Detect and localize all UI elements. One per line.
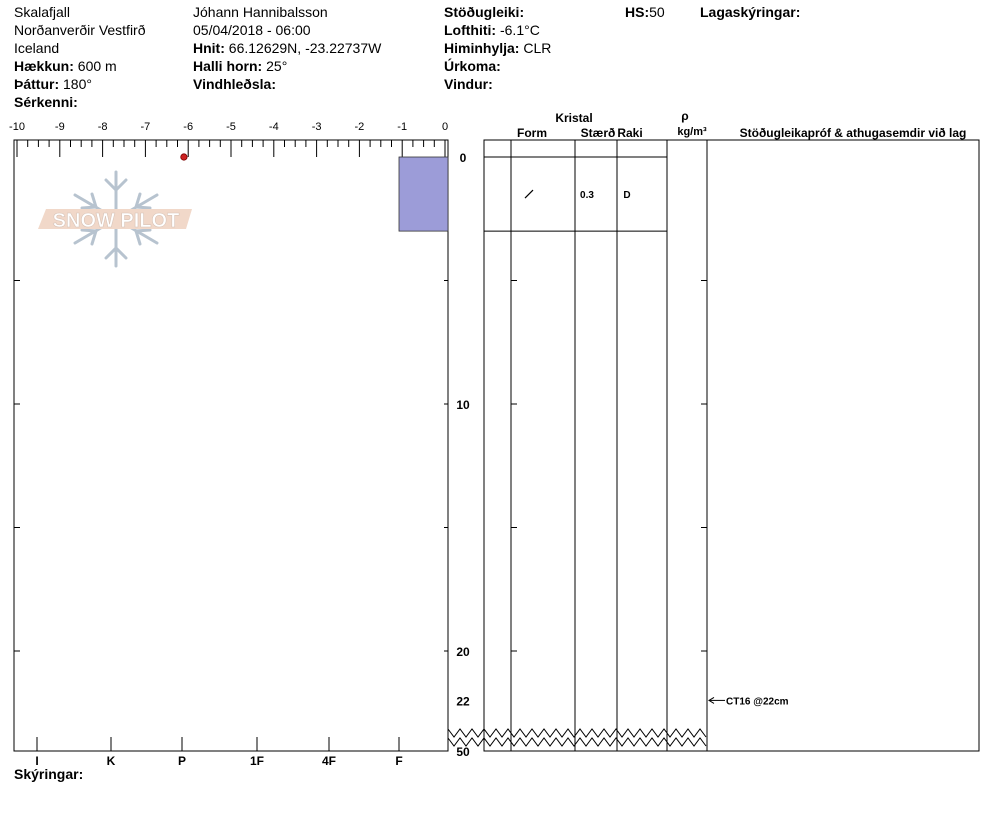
elevation-label: Hækkun:: [14, 58, 74, 74]
temperature-tick-label: -4: [269, 121, 279, 133]
logo-banner: [38, 209, 192, 229]
observation-datetime: 05/04/2018 - 06:00: [193, 22, 311, 38]
table-depth-ticks: [14, 280, 707, 652]
airtemp-label: Lofthiti:: [444, 22, 497, 38]
depth-break-zigzag: [447, 728, 707, 738]
hardness-layers: [398, 156, 449, 232]
elevation: Hækkun: 600 m: [14, 57, 117, 75]
temperature-tick-label: 0: [442, 121, 448, 133]
depth-tick-label: 0: [460, 151, 467, 165]
coordinates: Hnit: 66.12629N, -23.22737W: [193, 39, 381, 57]
col-moisture-header: Raki: [617, 126, 642, 140]
temperature-profile: [180, 153, 188, 161]
precip-label: Úrkoma:: [444, 58, 501, 74]
depth-tick-label: 20: [456, 645, 470, 659]
table-frame: [483, 139, 980, 752]
aspect: Þáttur: 180°: [14, 75, 92, 93]
aspect-value: 180°: [63, 76, 92, 92]
footer-notes-label: Skýringar:: [14, 766, 84, 782]
location-name: Skalafjall: [14, 4, 71, 20]
wind-label: Vindur:: [444, 76, 493, 92]
layer-size: 0.3: [580, 190, 594, 201]
slope-value: 25°: [266, 58, 288, 74]
hardness-tick-label: 1F: [250, 754, 264, 768]
temperature-tick-label: -7: [141, 121, 151, 133]
country-name: Iceland: [14, 40, 60, 56]
air-temperature: Lofthiti: -6.1°C: [444, 21, 540, 39]
depth-axis: 0 10 20 22 50: [456, 151, 470, 759]
form-symbol-icon: [524, 189, 534, 199]
layer-table: Kristal Form Stærð Raki ρ kg/m³ Stöðugle…: [483, 109, 980, 752]
snow-height: HS:50: [625, 3, 665, 21]
temperature-tick-label: -3: [312, 121, 322, 133]
sky-value: CLR: [523, 40, 552, 56]
test-arrow-icon: [708, 696, 715, 704]
temperature-point: [180, 153, 188, 161]
temperature-tick-label: -2: [355, 121, 365, 133]
stability-test-markers: CT16 @22cm: [708, 696, 789, 707]
airtemp-value: -6.1°C: [499, 22, 540, 38]
hardness-layer-bar: [398, 156, 449, 232]
depth-tick-label: 22: [456, 694, 470, 708]
logo-text: SNOW PILOT: [53, 210, 180, 232]
temperature-tick-label: -1: [397, 121, 407, 133]
hardness-tick-label: F: [395, 754, 402, 768]
depth-break-zigzag: [447, 737, 707, 747]
col-size-header: Stærð: [581, 126, 616, 140]
hardness-tick-label: P: [178, 754, 186, 768]
features-label: Sérkenni:: [14, 94, 78, 110]
sky-label: Himinhylja:: [444, 40, 520, 56]
hs-value: 50: [649, 4, 665, 20]
observer-name: Jóhann Hannibalsson: [193, 4, 328, 20]
slope-label: Halli horn:: [193, 58, 263, 74]
col-tests-header: Stöðugleikapróf & athugasemdir við lag: [740, 126, 967, 140]
region-name: Norðanverðir Vestfirð: [14, 22, 146, 38]
slope-angle: Halli horn: 25°: [193, 57, 287, 75]
temperature-tick-label: -8: [98, 121, 108, 133]
hardness-tick-label: I: [35, 754, 38, 768]
hardness-tick-label: K: [107, 754, 116, 768]
hs-label: HS:: [625, 4, 650, 20]
windload-label: Vindhleðsla:: [193, 76, 276, 92]
depth-tick-label: 10: [456, 398, 470, 412]
col-crystal-header: Kristal: [555, 111, 592, 125]
test-label: CT16 @22cm: [726, 696, 789, 707]
temperature-tick-label: -6: [183, 121, 193, 133]
logo: SNOW PILOT: [38, 170, 192, 268]
layer-moisture: D: [623, 190, 630, 201]
hardness-tick-label: 4F: [322, 754, 336, 768]
elevation-value: 600 m: [77, 58, 117, 74]
temperature-tick-label: -9: [55, 121, 65, 133]
depth-break-zigzags: [447, 728, 707, 747]
temperature-axis: -10 -9 -8 -7 -6 -5 -4 -3 -2 -1 0: [9, 121, 448, 157]
col-form-header: Form: [517, 126, 547, 140]
depth-break-label: 50: [456, 745, 470, 759]
col-rho-header: ρ: [681, 109, 688, 123]
table-layer-rows: 0.3 D: [484, 156, 667, 232]
coordinates-label: Hnit:: [193, 40, 225, 56]
temperature-tick-label: -10: [9, 121, 25, 133]
stability-label: Stöðugleiki:: [444, 4, 525, 20]
sky-cover: Himinhylja: CLR: [444, 39, 551, 57]
col-density-header: kg/m³: [677, 126, 707, 138]
hardness-axis: I K P 1F 4F F: [35, 737, 403, 768]
temperature-tick-label: -5: [226, 121, 236, 133]
coordinates-value: 66.12629N, -23.22737W: [228, 40, 382, 56]
layer-notes-label: Lagaskýringar:: [700, 4, 801, 20]
aspect-label: Þáttur:: [14, 76, 60, 92]
